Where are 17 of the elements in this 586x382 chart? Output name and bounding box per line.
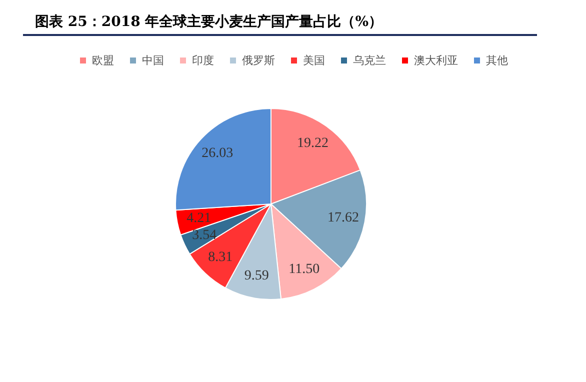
legend-label: 澳大利亚 [414, 54, 458, 67]
data-label: 8.31 [208, 250, 233, 265]
data-label: 19.22 [297, 136, 329, 151]
data-label: 3.54 [192, 228, 217, 243]
data-label: 11.50 [288, 262, 320, 278]
legend-label: 中国 [142, 54, 164, 67]
legend-label: 俄罗斯 [242, 54, 275, 67]
data-label: 26.03 [202, 146, 234, 162]
chart-title: 图表 25：2018 年全球主要小麦生产国产量占比（%） [35, 13, 382, 30]
data-label: 4.21 [186, 210, 212, 226]
legend-label: 其他 [486, 54, 508, 67]
legend-label: 乌克兰 [353, 54, 386, 67]
legend-label: 美国 [303, 54, 325, 67]
data-label: 9.59 [244, 268, 269, 284]
legend-label: 欧盟 [92, 54, 114, 67]
data-label: 17.62 [328, 210, 360, 226]
legend-label: 印度 [192, 54, 214, 67]
